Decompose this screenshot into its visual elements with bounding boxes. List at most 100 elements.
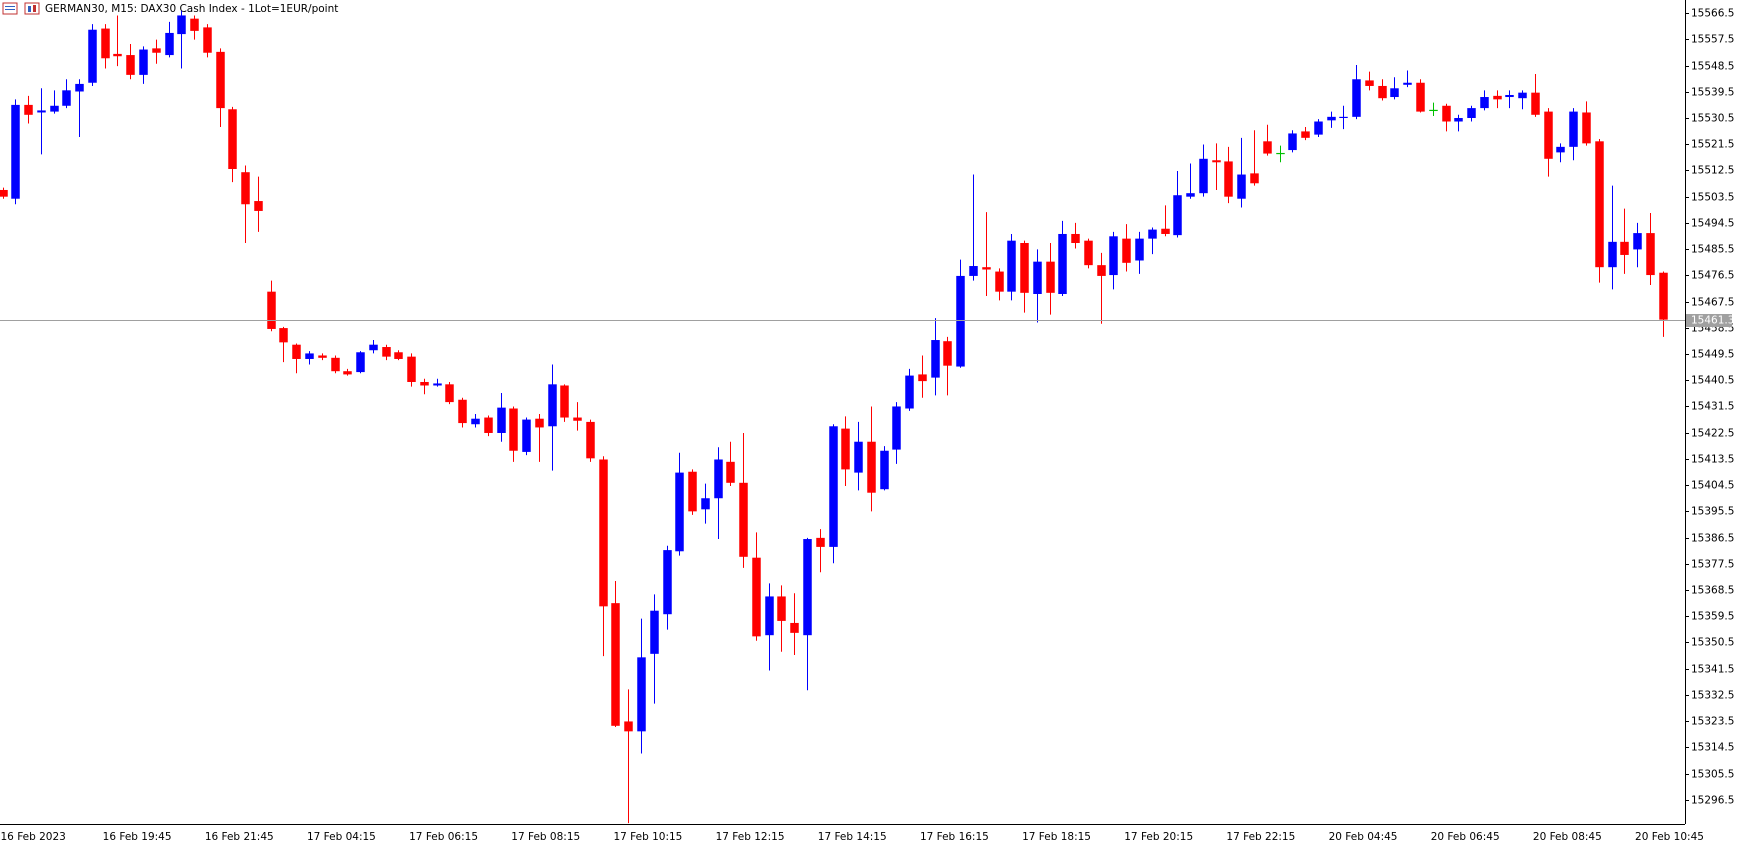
- candle-body: [24, 104, 33, 115]
- candle-body: [586, 421, 595, 459]
- candle-body: [241, 172, 250, 205]
- candle-body: [113, 53, 122, 57]
- candle-body: [918, 374, 927, 382]
- candle-body: [880, 450, 889, 490]
- candle-body: [1352, 79, 1361, 117]
- x-tick-label: 17 Feb 04:15: [307, 831, 376, 843]
- y-tick-label: 15467.5: [1691, 297, 1734, 309]
- chart-icons: [2, 2, 40, 15]
- candle-body: [982, 267, 991, 270]
- y-tick-label: 15449.5: [1691, 349, 1734, 361]
- candle-body: [1122, 238, 1131, 263]
- candle-body: [892, 406, 901, 450]
- x-tick-label: 16 Feb 2023: [1, 831, 66, 843]
- candle-body: [1301, 131, 1310, 138]
- candle-body: [1595, 141, 1604, 268]
- candle-body: [573, 417, 582, 421]
- candle-body: [305, 353, 314, 359]
- candle-body: [1071, 233, 1080, 244]
- candle-body: [1327, 116, 1336, 121]
- x-tick-label: 17 Feb 10:15: [613, 831, 682, 843]
- candle-body: [343, 371, 352, 375]
- candle-body: [1633, 233, 1642, 250]
- y-tick-label: 15350.5: [1691, 637, 1734, 649]
- candle-body: [1237, 174, 1246, 199]
- candle-body: [1556, 146, 1565, 153]
- candle-body: [688, 471, 697, 512]
- candle-body: [394, 352, 403, 359]
- candle-body: [829, 426, 838, 547]
- candle-body: [867, 441, 876, 493]
- candle-body: [765, 596, 774, 636]
- candle-body: [139, 49, 148, 75]
- candle-body: [152, 48, 161, 53]
- candle-body: [816, 537, 825, 547]
- candle-body: [675, 472, 684, 552]
- candle-body: [1531, 92, 1540, 115]
- y-tick-label: 15305.5: [1691, 769, 1734, 781]
- x-tick-label: 17 Feb 14:15: [818, 831, 887, 843]
- y-tick-label: 15323.5: [1691, 716, 1734, 728]
- candle-body: [331, 357, 340, 372]
- y-tick-label: 15413.5: [1691, 454, 1734, 466]
- y-tick-label: 15539.5: [1691, 87, 1734, 99]
- candle-body: [484, 417, 493, 433]
- candle-body: [1582, 112, 1591, 144]
- candle-body: [279, 328, 288, 343]
- candle-body: [560, 385, 569, 418]
- candle-body: [1161, 228, 1170, 234]
- y-tick-label: 15512.5: [1691, 165, 1734, 177]
- candle-body: [88, 29, 97, 83]
- candle-body: [1020, 243, 1029, 293]
- x-tick-label: 17 Feb 18:15: [1022, 831, 1091, 843]
- y-tick-label: 15332.5: [1691, 690, 1734, 702]
- candle-body: [739, 482, 748, 557]
- candle-body: [1505, 94, 1514, 98]
- candle-body: [1046, 261, 1055, 293]
- icon-list: [2, 2, 18, 15]
- icon-bar: [28, 6, 31, 12]
- candle-body: [522, 419, 531, 452]
- current-price-box: [1686, 314, 1732, 327]
- candle-body: [1493, 95, 1502, 100]
- candle-body: [1084, 240, 1093, 266]
- y-tick-label: 15386.5: [1691, 533, 1734, 545]
- candle-body: [969, 266, 978, 276]
- candle-body: [1186, 193, 1195, 197]
- candle-body: [1058, 233, 1067, 294]
- candle-body: [931, 340, 940, 378]
- candle-body: [943, 341, 952, 366]
- candle-body: [1365, 80, 1374, 86]
- candle-body: [1339, 116, 1348, 119]
- candle-body: [420, 381, 429, 386]
- current-price-label: 15461.3: [1691, 315, 1734, 327]
- candle-body: [905, 375, 914, 409]
- candle-body: [0, 189, 8, 197]
- x-tick-label: 17 Feb 20:15: [1124, 831, 1193, 843]
- candle-body: [726, 461, 735, 483]
- candle-body: [1403, 82, 1412, 85]
- candle-body: [1544, 111, 1553, 159]
- candle-body: [1454, 118, 1463, 122]
- candle-body: [497, 407, 506, 433]
- candle-body: [854, 441, 863, 473]
- candle-body: [318, 355, 327, 358]
- x-tick-label: 17 Feb 16:15: [920, 831, 989, 843]
- candle-body: [407, 356, 416, 382]
- y-tick-label: 15422.5: [1691, 428, 1734, 440]
- candle-body: [458, 399, 467, 424]
- candle-body: [203, 27, 212, 53]
- candle-body: [535, 418, 544, 428]
- candle-body: [433, 383, 442, 386]
- y-tick-label: 15494.5: [1691, 218, 1734, 230]
- x-tick-label: 17 Feb 06:15: [409, 831, 478, 843]
- x-tick-label: 20 Feb 10:45: [1635, 831, 1704, 843]
- candle-body: [1442, 105, 1451, 122]
- candle-body: [548, 384, 557, 427]
- y-tick-label: 15503.5: [1691, 192, 1734, 204]
- y-tick-label: 15548.5: [1691, 61, 1734, 73]
- x-tick-label: 17 Feb 22:15: [1226, 831, 1295, 843]
- candle-body: [1416, 82, 1425, 112]
